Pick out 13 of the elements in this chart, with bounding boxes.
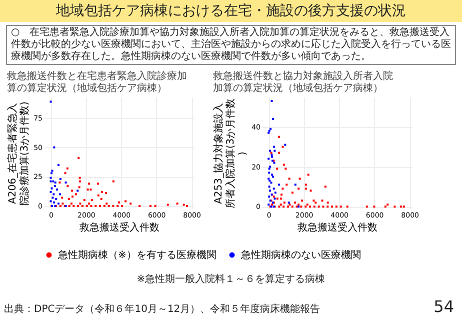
legend-label: 急性期病棟（※）を有する医療機関: [57, 249, 216, 261]
x-axis-title: 救急搬送受入件数: [78, 222, 160, 234]
text: 地域包括ケア病棟における在宅・施設の後方支援の状況: [0, 0, 462, 22]
chart-title: 救急搬送件数と協力対象施設入所者入院加算の算定状況（地域包括ケア病棟）: [212, 70, 394, 94]
chart-title: 救急搬送件数と在宅患者緊急入院診療加算の算定状況（地域包括ケア病棟）: [6, 70, 188, 94]
text: ○ 在宅患者緊急入院診療加算や協力対象施設入所者入院加算の算定状況をみると、救急搬送受入件数が比較的少ない医療機関において、主治医や施設からの求めに応じた入院受入を行っている医療機関が多数存在した。急性期病棟のない医療機関で件数が多い傾向であった。: [6, 25, 456, 65]
legend-label: 急性期病棟のない医療機関: [240, 249, 361, 261]
text: 54: [434, 297, 454, 316]
x-axis-title: 救急搬送受入件数: [296, 222, 378, 234]
source-note: 出典：DPCデータ（令和６年10月～12月）、令和５年度病床機能報告: [4, 302, 320, 316]
y-axis-title: A253_協力対象施設入所者入院加算(3か月件数): [212, 98, 249, 209]
y-axis-title: A206_在宅患者緊急入院診療加算(3か月件数): [6, 101, 31, 206]
text: ※急性期一般入院料１～６を算定する病棟: [136, 272, 326, 286]
